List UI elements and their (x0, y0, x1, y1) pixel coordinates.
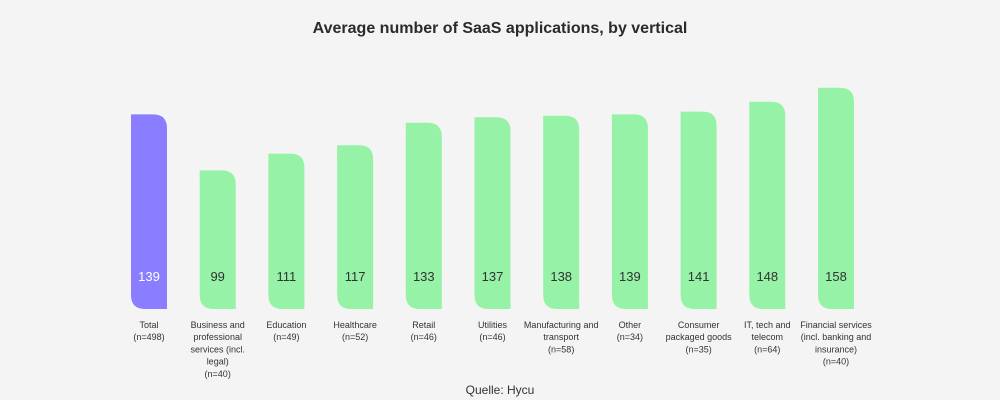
category-count-label: (n=40) (205, 369, 231, 379)
category-label: Total (139, 320, 158, 330)
category-count-label: (n=46) (479, 332, 505, 342)
bar (199, 170, 236, 309)
bar-value-label: 137 (482, 269, 504, 284)
chart-title: Average number of SaaS applications, by … (312, 20, 688, 37)
category-label: Utilities (478, 320, 508, 330)
category-count-label: (n=52) (342, 332, 368, 342)
bar-value-label: 158 (825, 269, 847, 284)
category-label: IT, tech and telecom (744, 320, 791, 342)
bar-value-label: 99 (210, 269, 224, 284)
bar (405, 122, 442, 309)
category-label: Education (266, 320, 306, 330)
bar (543, 115, 580, 309)
category-label: Financial services (incl. banking and insu… (800, 320, 872, 354)
bar (680, 111, 717, 309)
bar-value-label: 141 (688, 269, 710, 284)
bar (474, 117, 511, 309)
category-label: Healthcare (333, 320, 377, 330)
category-label: Consumer packaged goods (666, 320, 733, 342)
category-count-label: (n=46) (411, 332, 437, 342)
bar (131, 114, 167, 310)
bar-value-label: 133 (413, 269, 435, 284)
category-label: Manufacturing and transport (524, 320, 599, 342)
bar-value-label: 111 (277, 269, 297, 284)
category-count-label: (n=34) (617, 332, 643, 342)
bar (337, 145, 374, 309)
category-label: Business and professional services (incl. l… (190, 320, 245, 367)
category-label: Retail (412, 320, 435, 330)
bar (611, 114, 648, 310)
category-count-label: (n=40) (823, 357, 849, 367)
bar-value-label: 138 (550, 269, 572, 284)
bar (268, 153, 305, 309)
bar (749, 101, 786, 309)
bar (818, 87, 854, 309)
bar-value-label: 139 (619, 269, 641, 284)
bar-value-label: 148 (756, 269, 778, 284)
category-label: Other (619, 320, 642, 330)
bar-value-label: 117 (345, 269, 366, 284)
category-count-label: (n=58) (548, 344, 574, 354)
category-count-label: (n=49) (273, 332, 299, 342)
category-count-label: (n=498) (133, 332, 164, 342)
category-count-label: (n=64) (754, 344, 780, 354)
bar-value-label: 139 (138, 269, 160, 284)
category-count-label: (n=35) (685, 344, 711, 354)
source-caption: Quelle: Hycu (465, 383, 535, 397)
